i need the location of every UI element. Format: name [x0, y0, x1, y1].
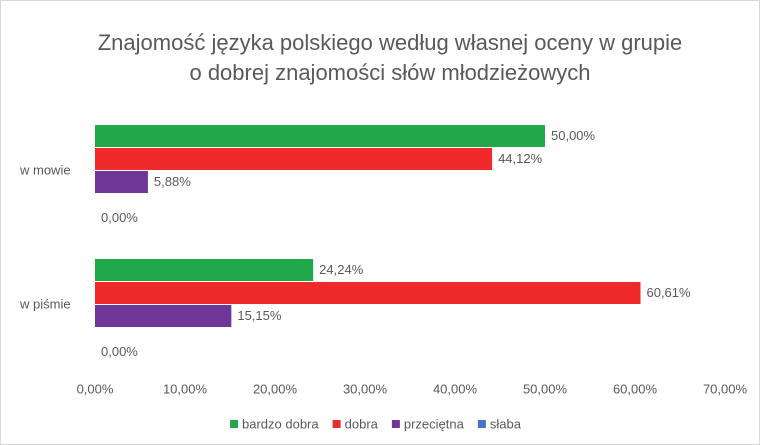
chart-title: Znajomość języka polskiego według własne…: [98, 30, 683, 55]
y-tick-label: w piśmie: [19, 296, 71, 311]
data-label: 24,24%: [319, 262, 364, 277]
legend-label: przeciętna: [404, 416, 465, 431]
legend-swatch: [332, 420, 341, 428]
bar: [95, 148, 493, 170]
chart-title: o dobrej znajomości słów młodzieżowych: [189, 60, 590, 85]
y-tick-label: w mowie: [19, 162, 71, 177]
legend-swatch: [477, 420, 486, 428]
legend-label: bardzo dobra: [242, 416, 319, 431]
x-tick-label: 20,00%: [253, 381, 298, 396]
data-label: 60,61%: [646, 285, 691, 300]
x-tick-label: 50,00%: [523, 381, 568, 396]
legend-swatch: [391, 420, 400, 428]
data-label: 5,88%: [154, 174, 191, 189]
data-label: 0,00%: [101, 344, 138, 359]
bar: [95, 259, 314, 281]
bar: [95, 305, 232, 327]
x-tick-label: 0,00%: [77, 381, 114, 396]
bar: [95, 171, 148, 193]
data-label: 15,15%: [237, 308, 282, 323]
bar: [95, 282, 641, 304]
x-tick-label: 10,00%: [163, 381, 208, 396]
legend-label: słaba: [490, 416, 522, 431]
data-label: 0,00%: [101, 210, 138, 225]
bar: [95, 125, 545, 147]
x-tick-label: 30,00%: [343, 381, 388, 396]
x-tick-label: 40,00%: [433, 381, 478, 396]
legend-swatch: [230, 420, 238, 428]
data-label: 44,12%: [498, 151, 543, 166]
x-tick-label: 60,00%: [613, 381, 658, 396]
legend-label: dobra: [345, 416, 379, 431]
x-tick-label: 70,00%: [703, 381, 748, 396]
data-label: 50,00%: [551, 128, 596, 143]
